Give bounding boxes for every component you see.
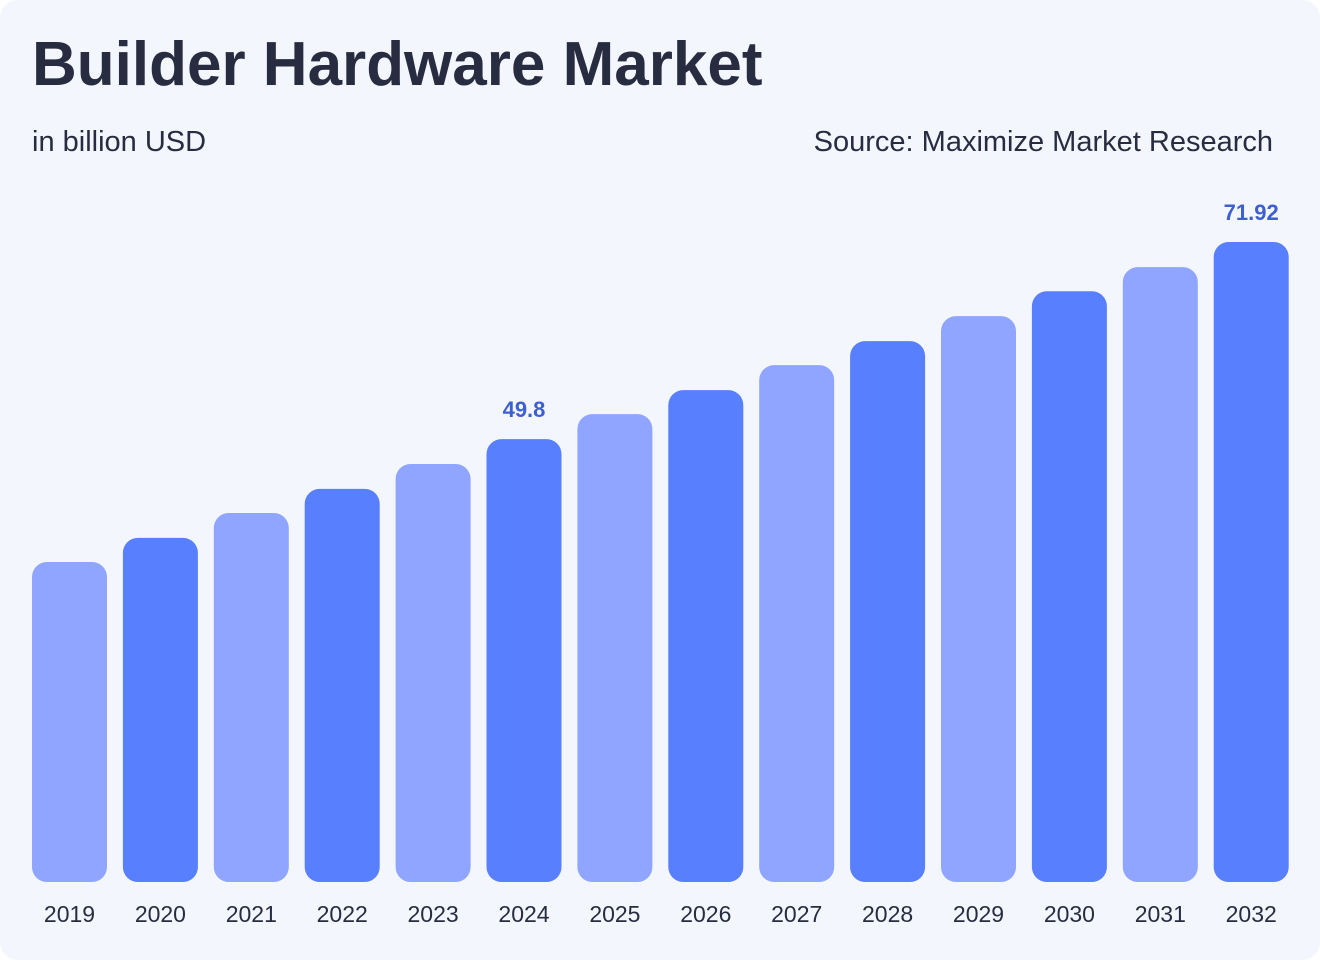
chart-subtitle: in billion USD [32,126,207,158]
bar-2021 [213,513,289,882]
x-tick-label-2027: 2027 [771,901,822,927]
x-tick-label-2026: 2026 [680,901,731,927]
bar-2032 [1213,242,1289,882]
bar-2029 [941,316,1016,883]
bar-2031 [1122,267,1198,883]
x-tick-label-2022: 2022 [317,901,368,927]
x-tick-label-2025: 2025 [589,901,640,927]
x-tick-label-2023: 2023 [408,901,459,927]
x-tick-label-2028: 2028 [862,901,913,927]
bar-2027 [759,365,835,883]
x-tick-label-2019: 2019 [44,901,95,927]
x-tick-label-2032: 2032 [1226,901,1277,927]
value-label-2032: 71.92 [1224,200,1279,225]
x-tick-label-2030: 2030 [1044,901,1095,927]
bar-2023 [395,464,471,882]
x-tick-label-2021: 2021 [226,901,277,927]
bar-2026 [668,390,744,882]
chart-title: Builder Hardware Market [32,30,763,99]
bar-2030 [1031,291,1107,882]
bar-2024 [486,439,562,882]
chart-source: Source: Maximize Market Research [813,126,1273,158]
x-tick-label-2024: 2024 [498,901,549,927]
bar-2028 [850,341,926,883]
x-tick-label-2020: 2020 [135,901,186,927]
bar-2020 [122,537,198,882]
x-tick-label-2029: 2029 [953,901,1004,927]
bar-2025 [577,414,653,882]
x-tick-label-2031: 2031 [1135,901,1186,927]
value-label-2024: 49.8 [503,397,546,422]
bar-2022 [304,488,380,882]
bar-2019 [32,562,107,882]
